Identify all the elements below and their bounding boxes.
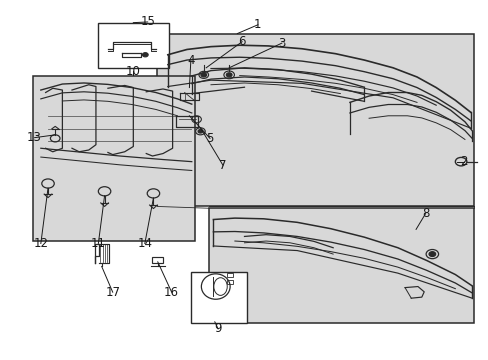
Bar [226, 273, 232, 277]
Text: 15: 15 [140, 15, 155, 28]
Circle shape [428, 252, 435, 257]
Text: 10: 10 [125, 65, 141, 78]
Text: 7: 7 [219, 159, 226, 172]
Bar [152, 257, 163, 263]
Bar [33, 76, 194, 241]
Circle shape [226, 73, 232, 77]
Text: 14: 14 [137, 237, 152, 250]
Text: 2: 2 [459, 155, 467, 168]
Text: 8: 8 [421, 207, 428, 220]
Text: 5: 5 [206, 132, 213, 145]
Circle shape [142, 53, 148, 57]
Bar [190, 272, 247, 323]
Text: 1: 1 [254, 18, 261, 31]
Text: 4: 4 [187, 54, 194, 67]
Text: 17: 17 [105, 286, 120, 299]
Text: 16: 16 [164, 286, 179, 299]
Bar [157, 33, 472, 207]
Text: 6: 6 [238, 35, 245, 48]
Circle shape [201, 73, 206, 77]
Bar [226, 280, 232, 284]
Text: 12: 12 [33, 237, 48, 250]
Circle shape [198, 130, 203, 133]
Text: 13: 13 [27, 131, 42, 144]
Bar [208, 208, 472, 323]
Text: 9: 9 [214, 323, 222, 336]
Bar [98, 23, 169, 68]
Text: 3: 3 [278, 37, 285, 50]
Text: 11: 11 [91, 237, 105, 250]
